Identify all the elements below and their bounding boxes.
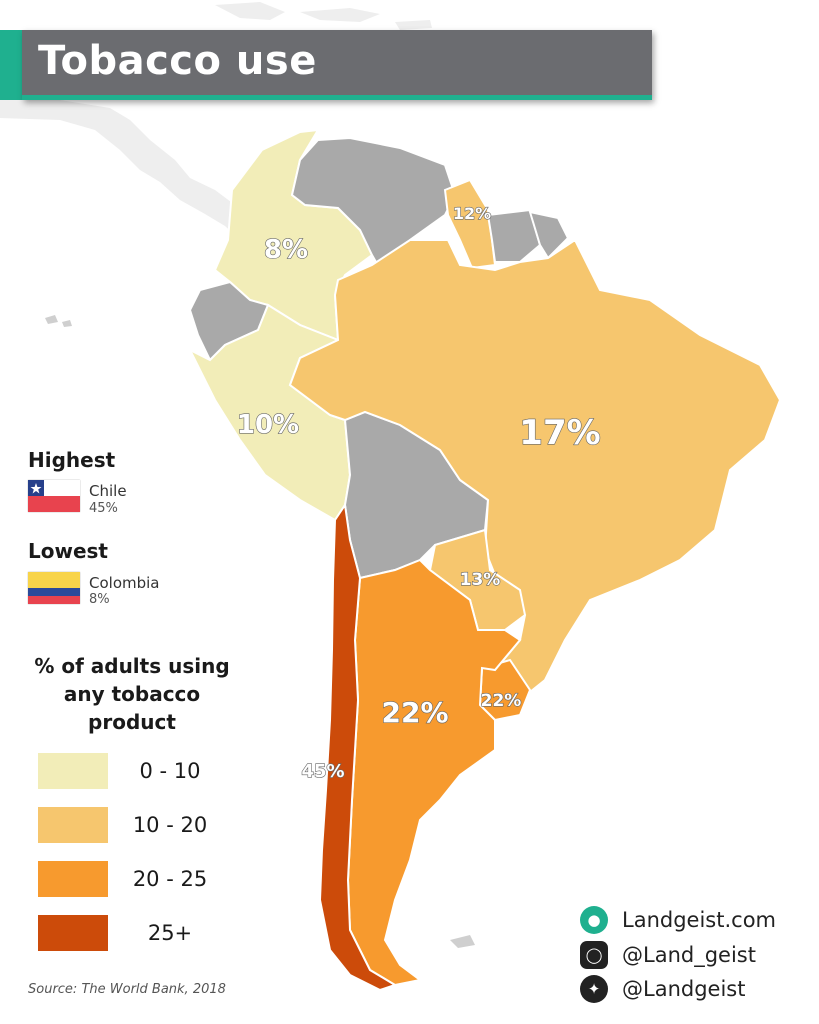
label-paraguay: 13%	[460, 570, 501, 590]
label-peru: 10%	[237, 410, 299, 440]
legend-label-10-20: 10 - 20	[132, 813, 208, 837]
colombia-flag	[28, 572, 80, 604]
region-chile	[318, 502, 398, 992]
legend-label-25-plus: 25+	[147, 921, 193, 945]
instagram-icon: ◯	[580, 941, 608, 969]
instagram-link[interactable]: ◯ @Land_geist	[580, 941, 756, 969]
legend-swatch-25-plus	[38, 915, 108, 951]
label-colombia: 8%	[264, 235, 308, 265]
region-french-guiana	[528, 210, 570, 260]
twitter-text: @Landgeist	[622, 977, 746, 1001]
legend-swatch-0-10	[38, 753, 108, 789]
central-america	[0, 100, 255, 240]
title-bar: Tobacco use	[22, 30, 652, 100]
legend-swatch-10-20	[38, 807, 108, 843]
galapagos-islands	[45, 315, 72, 327]
instagram-text: @Land_geist	[622, 943, 756, 967]
legend-label-20-25: 20 - 25	[132, 867, 208, 891]
label-chile: 45%	[301, 761, 344, 782]
highest-heading: Highest	[28, 448, 116, 472]
highest-country: Chile	[89, 482, 127, 500]
website-link[interactable]: ● Landgeist.com	[580, 906, 776, 934]
twitter-link[interactable]: ✦ @Landgeist	[580, 975, 745, 1003]
label-argentina: 22%	[381, 696, 448, 729]
falkland-islands	[450, 935, 475, 948]
label-guyana: 12%	[453, 204, 491, 223]
region-guyana	[443, 178, 497, 270]
caribbean-islands	[215, 2, 432, 30]
lowest-value: 8%	[89, 592, 110, 607]
chile-flag	[28, 480, 80, 512]
label-uruguay: 22%	[481, 691, 522, 711]
page-title: Tobacco use	[38, 38, 317, 84]
twitter-icon: ✦	[580, 975, 608, 1003]
label-brazil: 17%	[519, 413, 600, 453]
legend-label-0-10: 0 - 10	[139, 759, 201, 783]
website-text: Landgeist.com	[622, 908, 776, 932]
region-brazil	[288, 238, 782, 702]
source-note: Source: The World Bank, 2018	[28, 982, 226, 997]
legend-title: % of adults using any tobacco product	[34, 654, 230, 734]
lowest-heading: Lowest	[28, 539, 108, 563]
highest-value: 45%	[89, 501, 118, 516]
lowest-country: Colombia	[89, 574, 160, 592]
title-accent-bar	[0, 30, 22, 100]
globe-icon: ●	[580, 906, 608, 934]
legend-swatch-20-25	[38, 861, 108, 897]
